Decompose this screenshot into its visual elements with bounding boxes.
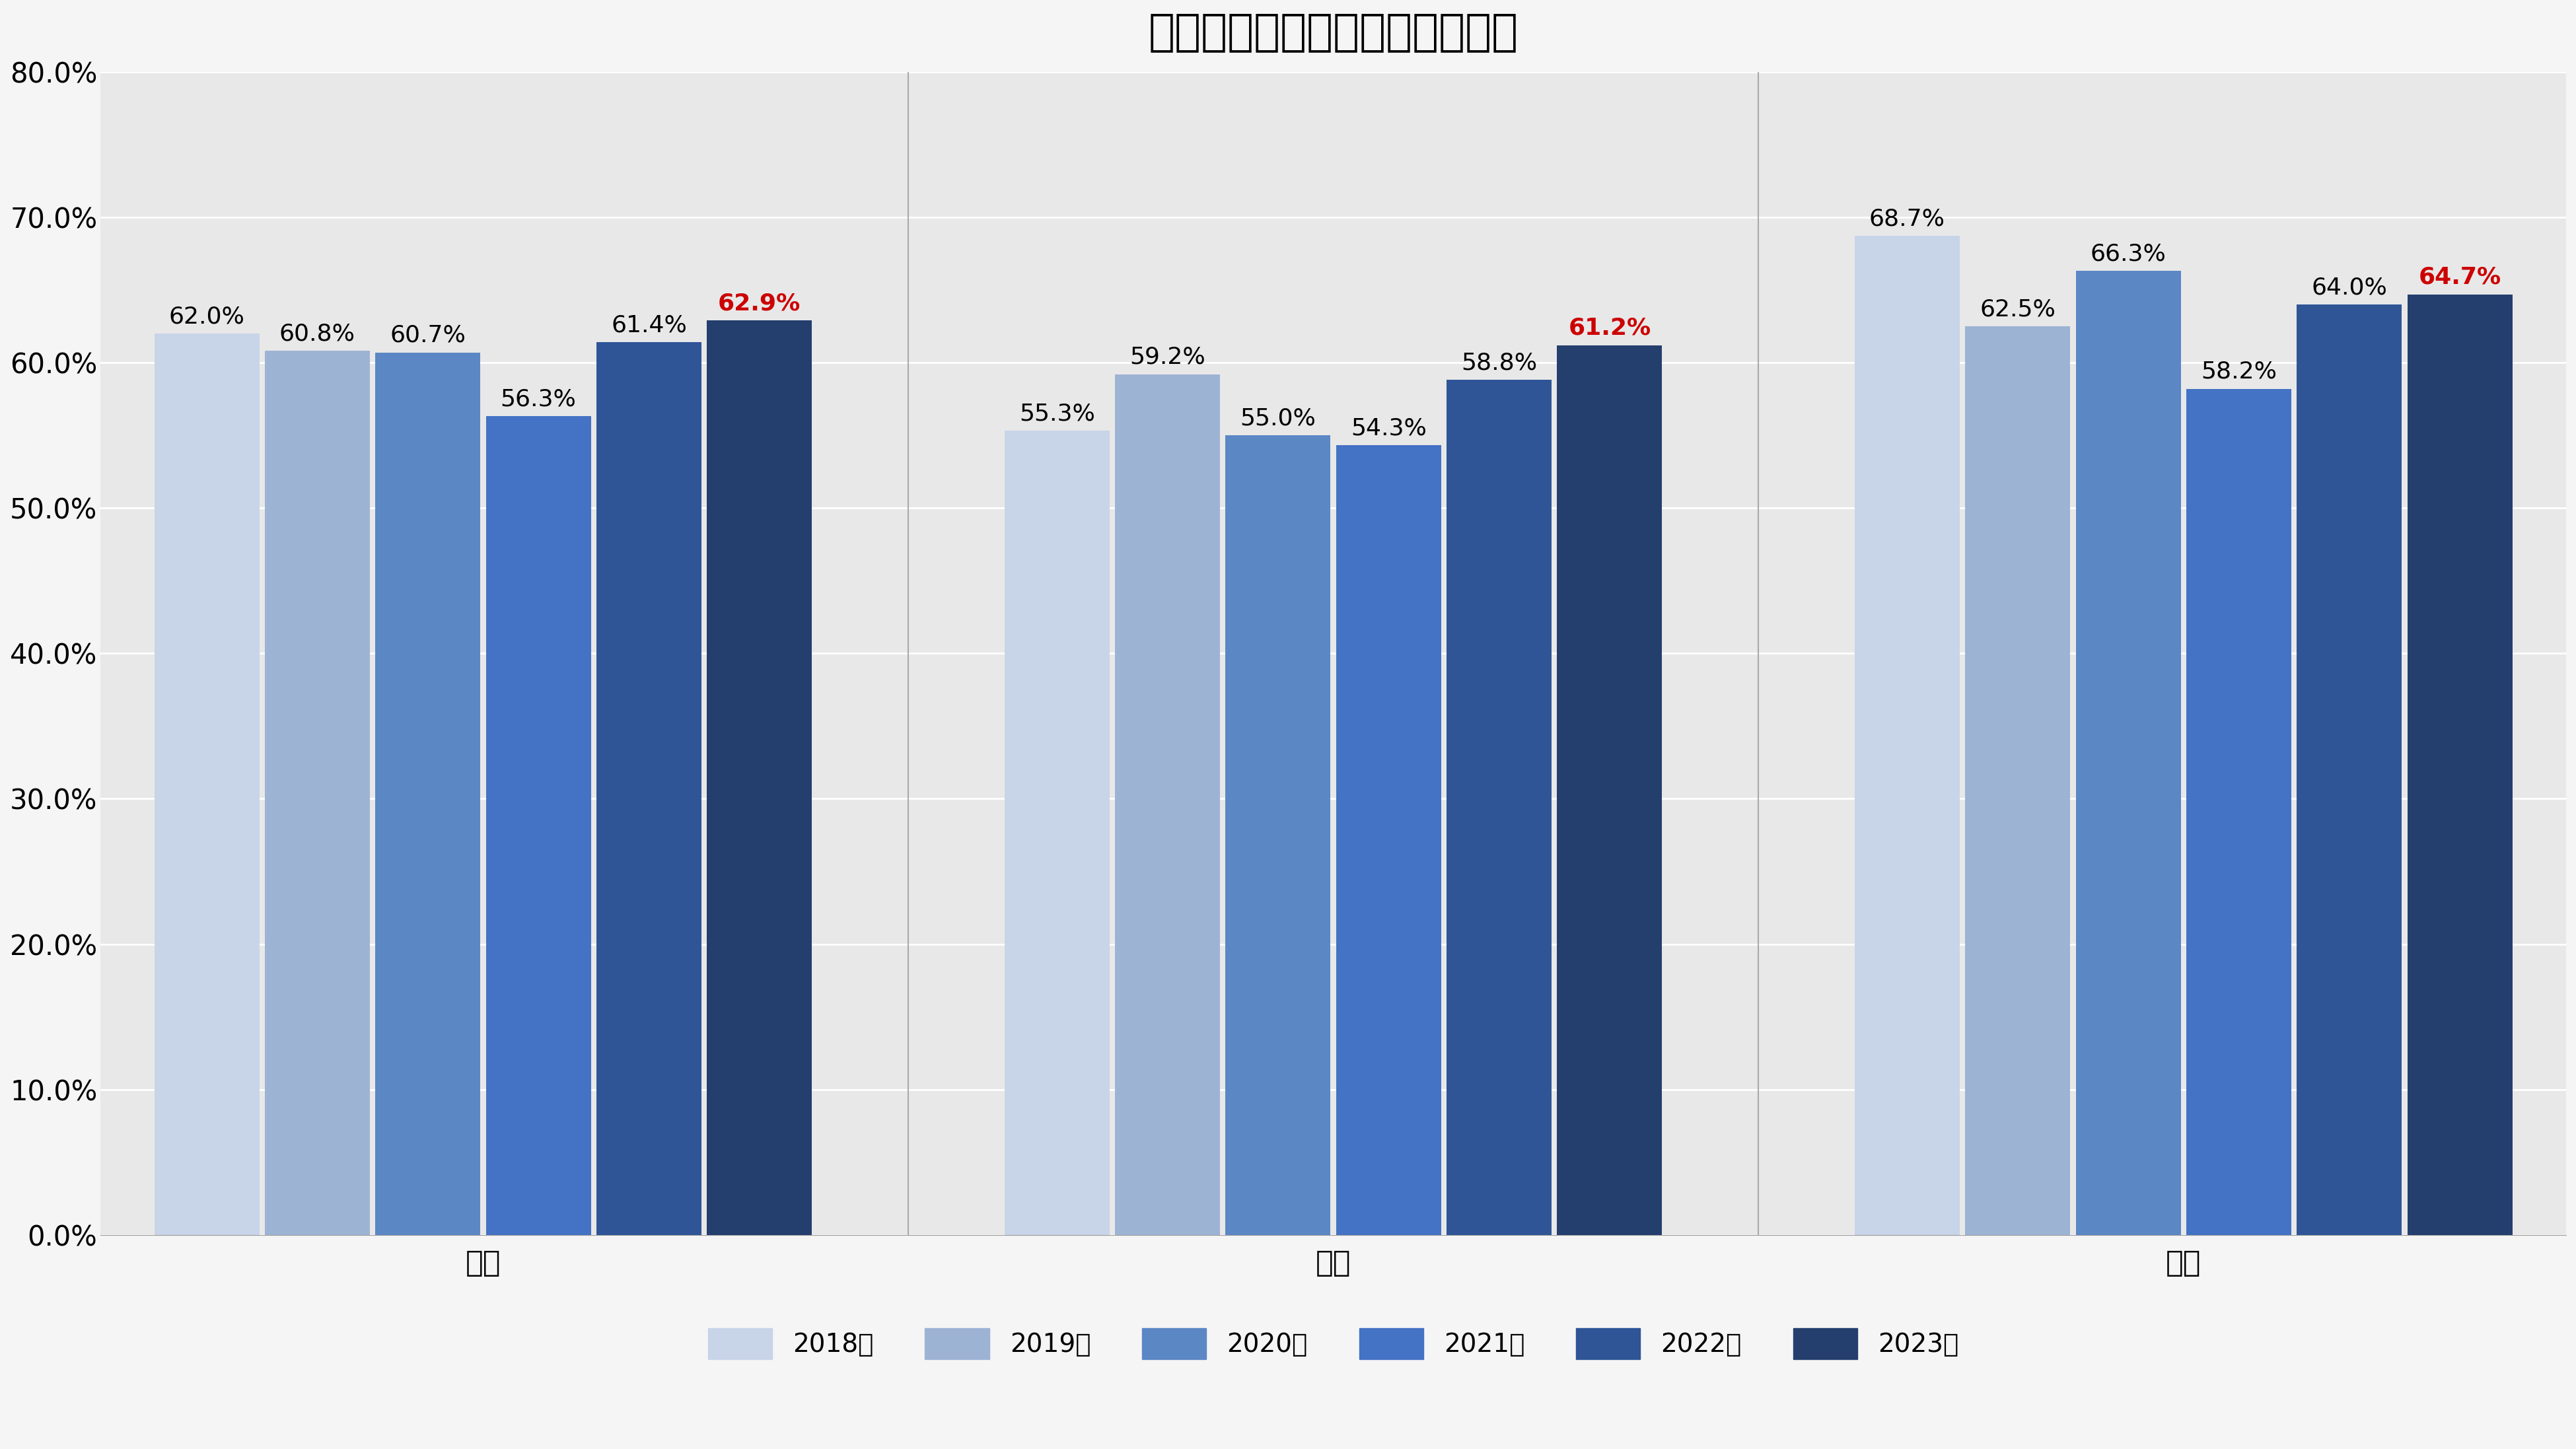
Bar	[487, 416, 590, 1235]
Bar	[1337, 445, 1440, 1235]
Legend: 2018年, 2019年, 2020年, 2021年, 2022年, 2023年: 2018年, 2019年, 2020年, 2021年, 2022年, 2023年	[698, 1317, 1968, 1369]
Bar	[706, 320, 811, 1235]
Text: 56.3%: 56.3%	[500, 388, 577, 410]
Text: 58.2%: 58.2%	[2200, 361, 2277, 383]
Bar	[376, 352, 479, 1235]
Bar	[1115, 374, 1221, 1235]
Bar	[2076, 271, 2182, 1235]
Text: 64.0%: 64.0%	[2311, 277, 2388, 298]
Text: 59.2%: 59.2%	[1131, 346, 1206, 368]
Bar	[1855, 236, 1960, 1235]
Bar	[2187, 388, 2290, 1235]
Text: 55.0%: 55.0%	[1239, 407, 1316, 429]
Bar	[1965, 326, 2071, 1235]
Text: 58.8%: 58.8%	[1461, 352, 1538, 374]
Bar	[1448, 380, 1551, 1235]
Text: 62.9%: 62.9%	[719, 293, 801, 314]
Bar	[1556, 345, 1662, 1235]
Text: 55.3%: 55.3%	[1020, 403, 1095, 425]
Text: 61.2%: 61.2%	[1569, 317, 1651, 339]
Text: 60.8%: 60.8%	[278, 323, 355, 345]
Text: 61.4%: 61.4%	[611, 314, 688, 336]
Text: 62.5%: 62.5%	[1981, 298, 2056, 320]
Bar	[2298, 304, 2401, 1235]
Bar	[1226, 435, 1332, 1235]
Text: 64.7%: 64.7%	[2419, 267, 2501, 288]
Text: 66.3%: 66.3%	[2089, 242, 2166, 265]
Bar	[155, 333, 260, 1235]
Title: これまでに交際した経験がある: これまでに交際した経験がある	[1149, 10, 1517, 54]
Bar	[598, 342, 701, 1235]
Text: 54.3%: 54.3%	[1350, 417, 1427, 439]
Text: 62.0%: 62.0%	[170, 306, 245, 327]
Bar	[2409, 294, 2512, 1235]
Bar	[265, 351, 371, 1235]
Bar	[1005, 430, 1110, 1235]
Text: 60.7%: 60.7%	[389, 325, 466, 346]
Text: 68.7%: 68.7%	[1870, 207, 1945, 230]
